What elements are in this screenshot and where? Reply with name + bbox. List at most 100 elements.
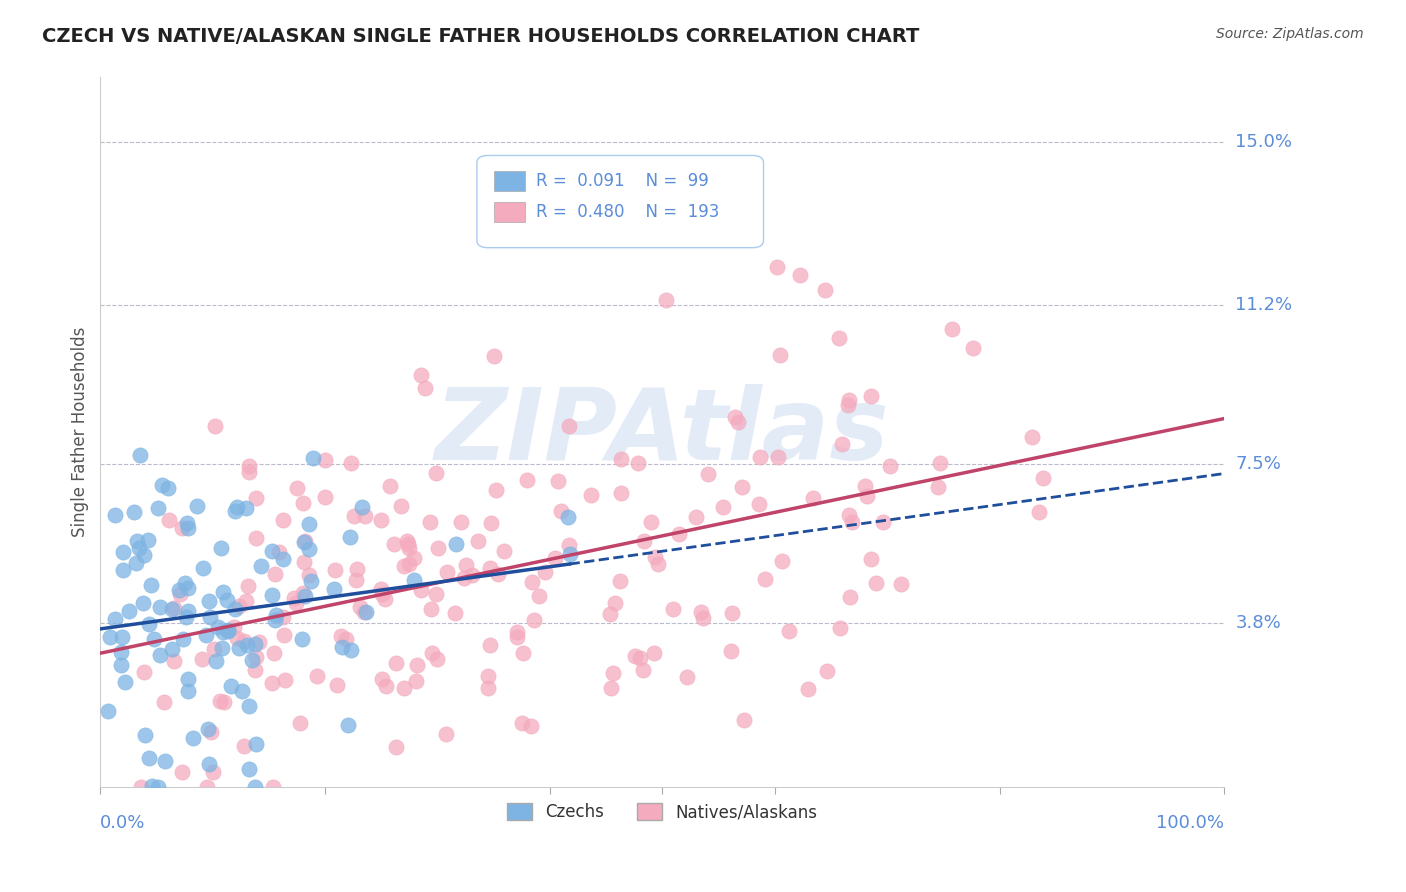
Point: [815, 665, 838, 679]
Point: [245, 649, 267, 664]
Point: [801, 491, 824, 505]
Point: [605, 596, 627, 610]
Point: [177, 604, 200, 618]
Point: [264, 566, 287, 581]
Text: CZECH VS NATIVE/ALASKAN SINGLE FATHER HOUSEHOLDS CORRELATION CHART: CZECH VS NATIVE/ALASKAN SINGLE FATHER HO…: [42, 27, 920, 45]
Point: [685, 509, 707, 524]
Point: [865, 575, 887, 590]
Point: [655, 293, 678, 307]
Point: [141, 779, 163, 793]
Point: [176, 516, 198, 531]
Point: [291, 586, 314, 600]
Point: [243, 637, 266, 651]
Point: [195, 628, 218, 642]
Point: [434, 726, 457, 740]
Point: [662, 602, 685, 616]
Point: [294, 533, 316, 548]
Point: [285, 481, 308, 495]
Point: [160, 601, 183, 615]
Point: [260, 544, 283, 558]
Point: [371, 587, 394, 601]
Point: [299, 574, 322, 588]
Point: [110, 657, 132, 672]
Point: [98, 630, 121, 644]
Point: [176, 684, 198, 698]
Point: [769, 347, 792, 361]
Point: [859, 389, 882, 403]
Point: [186, 499, 208, 513]
Point: [298, 516, 321, 531]
Point: [599, 681, 621, 695]
Point: [395, 533, 418, 548]
Point: [384, 656, 406, 670]
Point: [238, 465, 260, 479]
Point: [208, 693, 231, 707]
Point: [163, 601, 186, 615]
Point: [602, 665, 624, 680]
Point: [138, 750, 160, 764]
Point: [110, 645, 132, 659]
Point: [860, 552, 883, 566]
Point: [236, 579, 259, 593]
Point: [419, 516, 441, 530]
Point: [453, 571, 475, 585]
Point: [547, 474, 569, 488]
Point: [285, 596, 308, 610]
Point: [380, 479, 402, 493]
Point: [170, 764, 193, 779]
Point: [696, 467, 718, 482]
Point: [262, 780, 284, 794]
Point: [143, 632, 166, 647]
Point: [160, 642, 183, 657]
Point: [217, 593, 239, 607]
Point: [176, 521, 198, 535]
Point: [482, 349, 505, 363]
Point: [128, 541, 150, 556]
Point: [138, 616, 160, 631]
Point: [558, 548, 581, 562]
Point: [346, 562, 368, 576]
Point: [370, 582, 392, 596]
Point: [838, 591, 860, 605]
Point: [330, 640, 353, 654]
Point: [134, 548, 156, 562]
Point: [454, 558, 477, 572]
Point: [828, 331, 851, 345]
Point: [841, 515, 863, 529]
Point: [240, 653, 263, 667]
Point: [831, 437, 853, 451]
Point: [172, 632, 194, 646]
Point: [245, 737, 267, 751]
Point: [339, 643, 361, 657]
Point: [485, 483, 508, 497]
Point: [288, 715, 311, 730]
Point: [245, 531, 267, 545]
Point: [148, 780, 170, 794]
Text: 15.0%: 15.0%: [1236, 133, 1292, 151]
Point: [478, 560, 501, 574]
Point: [749, 450, 772, 464]
Point: [382, 537, 405, 551]
Point: [112, 563, 135, 577]
Point: [271, 513, 294, 527]
Point: [200, 725, 222, 739]
Point: [643, 646, 665, 660]
Point: [233, 739, 256, 753]
Point: [181, 731, 204, 745]
Point: [243, 663, 266, 677]
Point: [420, 647, 443, 661]
Point: [789, 268, 811, 282]
Text: R =  0.091    N =  99: R = 0.091 N = 99: [537, 172, 709, 190]
Point: [384, 740, 406, 755]
Point: [226, 632, 249, 646]
Point: [153, 755, 176, 769]
Point: [172, 521, 194, 535]
Point: [479, 638, 502, 652]
Point: [610, 485, 633, 500]
Point: [231, 684, 253, 698]
Point: [238, 762, 260, 776]
Point: [402, 550, 425, 565]
Point: [205, 654, 228, 668]
Point: [267, 545, 290, 559]
Point: [336, 717, 359, 731]
